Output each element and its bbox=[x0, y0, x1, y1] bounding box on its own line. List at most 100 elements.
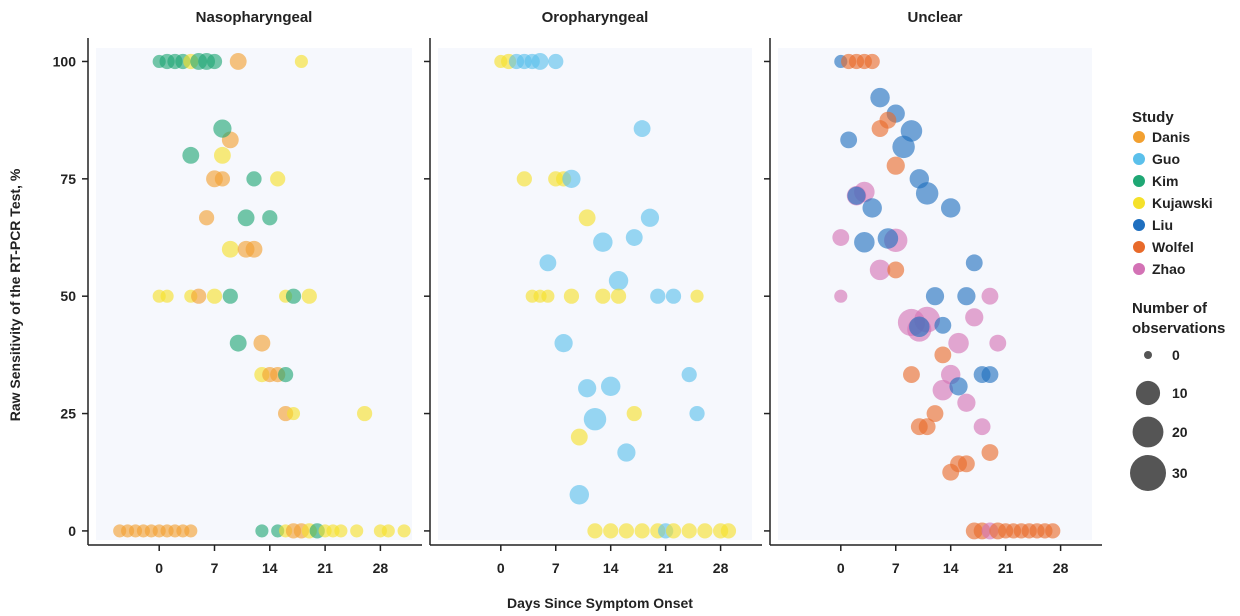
data-point-liu bbox=[892, 135, 915, 159]
data-point-kujawski bbox=[350, 524, 364, 538]
data-point-kujawski bbox=[634, 523, 650, 539]
data-point-wolfel bbox=[942, 463, 960, 481]
legend-swatch bbox=[1133, 153, 1145, 165]
data-point-danis bbox=[198, 210, 215, 226]
x-tick-label: 0 bbox=[497, 560, 505, 576]
x-tick-label: 21 bbox=[658, 560, 674, 576]
data-point-guo bbox=[578, 379, 597, 398]
data-point-kujawski bbox=[541, 289, 555, 303]
data-point-wolfel bbox=[957, 455, 975, 473]
legend-swatch bbox=[1133, 131, 1145, 143]
y-tick-label: 0 bbox=[68, 523, 76, 539]
data-point-guo bbox=[583, 407, 607, 431]
panels: Nasopharyngeal 0 7 14 21 28 0 25 50 75 100 Orophary… bbox=[53, 9, 1102, 576]
y-axis-title: Raw Sensitivity of the RT-PCR Test, % bbox=[7, 168, 23, 421]
data-point-danis bbox=[184, 524, 198, 538]
legend-item-kim: Kim bbox=[1133, 173, 1178, 189]
x-tick-label: 21 bbox=[317, 560, 333, 576]
data-point-liu bbox=[847, 186, 866, 205]
legend-label: Danis bbox=[1152, 129, 1190, 145]
data-point-kujawski bbox=[213, 146, 231, 164]
size-legend-title-line1: Number of bbox=[1132, 300, 1208, 317]
y-tick-label: 100 bbox=[53, 53, 77, 69]
plot-background bbox=[438, 48, 752, 540]
data-point-kujawski bbox=[610, 288, 627, 304]
size-legend-item: 0 bbox=[1144, 347, 1180, 363]
data-point-guo bbox=[650, 288, 666, 304]
data-point-kujawski bbox=[356, 405, 373, 422]
data-point-kujawski bbox=[697, 523, 713, 539]
data-point-kujawski bbox=[397, 524, 411, 538]
legend-label: Wolfel bbox=[1152, 239, 1194, 255]
data-point-zhao bbox=[965, 308, 984, 327]
size-legend-marker bbox=[1144, 351, 1152, 359]
data-point-danis bbox=[214, 171, 231, 187]
legend-swatch bbox=[1133, 263, 1145, 275]
data-point-kujawski bbox=[334, 524, 348, 538]
data-point-liu bbox=[840, 131, 858, 149]
data-point-liu bbox=[915, 182, 939, 205]
data-point-kim bbox=[213, 119, 232, 138]
data-point-kim bbox=[277, 366, 294, 383]
data-point-guo bbox=[569, 485, 590, 505]
panel-oropharyngeal: Oropharyngeal 0 7 14 21 28 bbox=[424, 9, 762, 576]
data-point-zhao bbox=[932, 379, 954, 401]
data-point-liu bbox=[965, 254, 983, 272]
size-legend-item: 10 bbox=[1135, 380, 1188, 406]
y-tick-label: 25 bbox=[60, 406, 76, 422]
data-point-liu bbox=[909, 316, 930, 337]
data-point-kujawski bbox=[681, 523, 697, 539]
data-point-kujawski bbox=[206, 288, 223, 304]
data-point-liu bbox=[957, 287, 976, 306]
x-tick-label: 28 bbox=[373, 560, 389, 576]
data-point-guo bbox=[593, 232, 613, 252]
data-point-liu bbox=[870, 87, 890, 108]
data-point-kujawski bbox=[595, 288, 611, 304]
data-point-liu bbox=[934, 316, 952, 334]
x-tick-label: 28 bbox=[1053, 560, 1069, 576]
data-point-kujawski bbox=[221, 240, 239, 258]
data-point-guo bbox=[681, 366, 697, 383]
data-point-wolfel bbox=[887, 261, 905, 279]
data-point-zhao bbox=[981, 287, 999, 305]
data-point-wolfel bbox=[926, 405, 944, 422]
data-point-kujawski bbox=[618, 523, 635, 539]
plot-background bbox=[96, 48, 412, 540]
legend-size-items: 0 10 20 30 bbox=[1130, 347, 1188, 491]
legend-title: Study bbox=[1132, 109, 1174, 126]
data-point-kim bbox=[262, 210, 278, 226]
size-legend-item: 30 bbox=[1130, 455, 1188, 491]
data-point-guo bbox=[640, 208, 660, 227]
data-point-danis bbox=[253, 334, 271, 352]
data-point-wolfel bbox=[918, 418, 936, 436]
data-point-guo bbox=[633, 120, 651, 138]
data-point-kim bbox=[229, 334, 247, 352]
legend-item-zhao: Zhao bbox=[1133, 261, 1185, 277]
legend-swatch bbox=[1133, 219, 1145, 231]
x-axis-title: Days Since Symptom Onset bbox=[507, 595, 693, 611]
data-point-guo bbox=[548, 53, 564, 70]
x-tick-label: 0 bbox=[155, 560, 163, 576]
panel-title: Oropharyngeal bbox=[542, 9, 649, 26]
data-point-kim bbox=[255, 524, 269, 538]
legend: Study Danis Guo Kim Kujawski Liu Wolfel Zhao N… bbox=[1130, 109, 1225, 491]
data-point-kujawski bbox=[270, 171, 286, 187]
data-point-wolfel bbox=[903, 366, 920, 384]
x-tick-label: 14 bbox=[943, 560, 959, 576]
data-point-kujawski bbox=[286, 406, 301, 421]
legend-item-kujawski: Kujawski bbox=[1133, 195, 1213, 211]
data-point-kujawski bbox=[570, 428, 588, 446]
size-legend-marker bbox=[1132, 416, 1164, 448]
data-point-danis bbox=[245, 240, 263, 258]
size-legend-label: 20 bbox=[1172, 424, 1188, 440]
legend-study-items: Danis Guo Kim Kujawski Liu Wolfel Zhao bbox=[1133, 129, 1213, 277]
data-point-kujawski bbox=[665, 523, 682, 539]
data-point-zhao bbox=[869, 259, 891, 281]
data-point-kujawski bbox=[603, 523, 619, 539]
data-point-guo bbox=[617, 443, 636, 462]
data-point-kim bbox=[237, 209, 255, 227]
legend-item-danis: Danis bbox=[1133, 129, 1190, 145]
data-point-liu bbox=[925, 287, 945, 306]
data-point-kim bbox=[246, 171, 262, 187]
